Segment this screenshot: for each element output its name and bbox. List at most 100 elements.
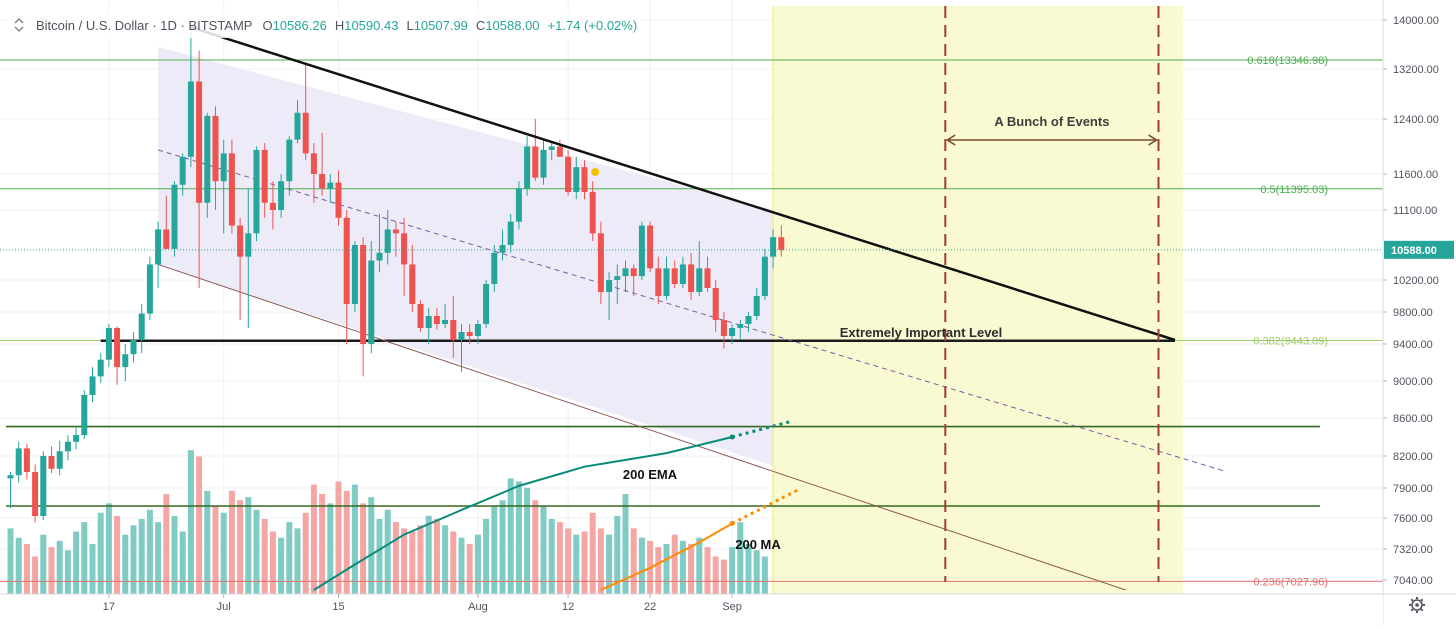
price-axis	[1383, 0, 1456, 625]
volume-bar	[278, 537, 285, 594]
candle-body	[122, 354, 129, 368]
volume-bar	[499, 500, 506, 594]
candle-body	[688, 264, 695, 292]
volume-bar	[23, 544, 30, 594]
ema-point	[729, 434, 735, 440]
volume-bar	[688, 544, 695, 594]
volume-bar	[220, 512, 227, 594]
candle-body	[474, 324, 481, 336]
volume-bar	[696, 537, 703, 594]
change-value: +1.74 (+0.02%)	[547, 17, 638, 33]
volume-bar	[589, 512, 596, 594]
volume-bar	[286, 522, 293, 594]
candle-body	[548, 146, 555, 150]
price-tick-label: 9000.00	[1393, 376, 1433, 388]
volume-bar	[409, 531, 416, 594]
volume-bar	[720, 559, 727, 594]
volume-bar	[146, 509, 153, 594]
last-price-badge	[1384, 240, 1454, 259]
volume-bar	[196, 456, 203, 594]
price-tick-label: 7900.00	[1393, 483, 1433, 495]
open-value: O10586.26	[262, 17, 327, 33]
volume-bar	[483, 519, 490, 594]
time-tick-label: Jul	[217, 601, 231, 613]
candle-body	[729, 328, 736, 336]
candle-body	[507, 221, 514, 245]
marker-dot	[591, 167, 600, 176]
volume-bar	[507, 478, 514, 594]
candle-body	[114, 328, 121, 368]
candle-body	[622, 268, 629, 277]
volume-bar	[532, 500, 539, 594]
projection-zone	[773, 6, 1184, 594]
candle-body	[581, 167, 588, 192]
volume-bar	[48, 547, 55, 594]
candle-body	[73, 435, 80, 442]
volume-bar	[187, 450, 194, 594]
volume-bar	[450, 531, 457, 594]
candle-body	[663, 268, 670, 296]
fib-level-label: 0.236(7027.96)	[1253, 576, 1328, 588]
price-tick-label: 8200.00	[1393, 451, 1433, 463]
candle-body	[679, 264, 686, 284]
volume-bar	[327, 503, 334, 594]
volume-bar	[302, 512, 309, 594]
price-tick-label: 9800.00	[1393, 307, 1433, 319]
candle-body	[532, 146, 539, 178]
candle-body	[138, 313, 145, 340]
close-value: C10588.00	[475, 17, 540, 33]
candle-body	[737, 324, 744, 328]
volume-bar	[343, 490, 350, 594]
fib-level-label: 0.5(11395.03)	[1260, 184, 1328, 196]
volume-bar	[491, 506, 498, 594]
candle-body	[155, 229, 162, 265]
candle-body	[146, 264, 153, 314]
volume-bar	[745, 544, 752, 594]
candle-body	[32, 472, 39, 516]
volume-bar	[655, 547, 662, 594]
price-tick-label: 8600.00	[1393, 413, 1433, 425]
volume-bar	[384, 509, 391, 594]
candle-body	[745, 316, 752, 324]
collapse-arrows-icon[interactable]	[12, 18, 26, 32]
candle-body	[630, 268, 637, 277]
volume-bar	[433, 519, 440, 594]
candle-body	[647, 225, 654, 269]
candle-body	[360, 245, 367, 344]
candle-body	[81, 394, 88, 436]
candle-body	[212, 115, 219, 182]
volume-bar	[581, 531, 588, 594]
volume-bar	[597, 528, 604, 594]
candle-body	[163, 229, 170, 249]
volume-bar	[556, 522, 563, 594]
volume-bar	[204, 490, 211, 594]
volume-bar	[32, 556, 39, 594]
candle-body	[376, 252, 383, 261]
volume-bar	[360, 503, 367, 594]
volume-bar	[737, 522, 744, 594]
volume-bar	[442, 525, 449, 594]
candle-body	[368, 260, 375, 344]
ema-200-line	[313, 436, 733, 591]
time-axis	[0, 594, 1383, 625]
candle-body	[614, 276, 621, 280]
candle-body	[770, 237, 777, 257]
candle-body	[450, 320, 457, 340]
volume-bar	[97, 512, 104, 594]
fib-level-label: 0.382(9443.09)	[1253, 336, 1328, 348]
candle-body	[499, 245, 506, 253]
volume-bar	[163, 494, 170, 594]
volume-bar	[245, 497, 252, 594]
symbol-title[interactable]: Bitcoin / U.S. Dollar · 1D · BITSTAMP	[36, 17, 253, 33]
candle-body	[433, 316, 440, 324]
candle-body	[64, 441, 71, 452]
candle-body	[23, 448, 30, 472]
candle-body	[442, 320, 449, 324]
candle-body	[171, 184, 178, 249]
ma-200-line	[600, 522, 733, 591]
candle-body	[384, 229, 391, 253]
volume-bar	[622, 494, 629, 594]
settings-gear-icon[interactable]	[1409, 597, 1425, 613]
price-tick-label: 7600.00	[1393, 513, 1433, 525]
